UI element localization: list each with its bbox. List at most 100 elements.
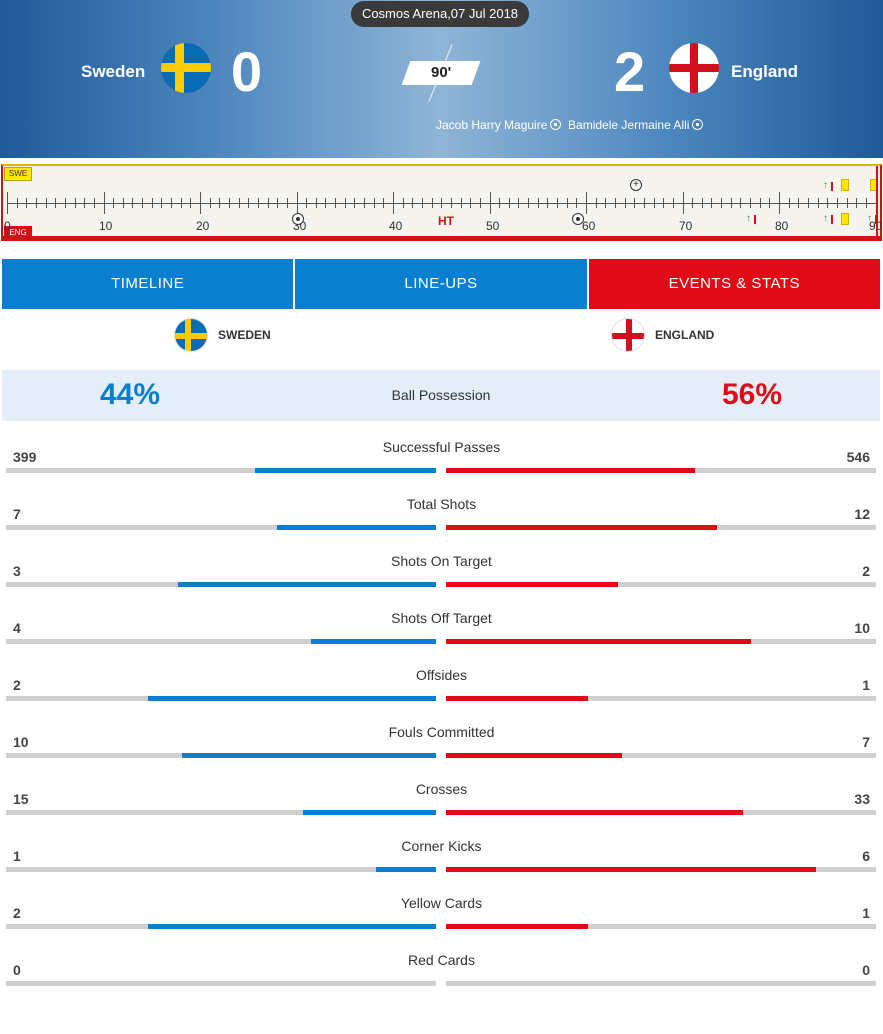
timeline-bottom-bar [3, 236, 880, 239]
stat-away-bar-track [446, 981, 876, 986]
scorer-name[interactable]: Bamidele Jermaine Alli [568, 118, 690, 132]
timeline-major-tick [103, 192, 105, 214]
stat-away-bar [446, 696, 588, 701]
timeline-minor-tick [634, 198, 636, 208]
stat-home-value: 2 [13, 905, 21, 921]
stat-home-value: 399 [13, 449, 37, 465]
timeline-minor-tick [383, 198, 385, 208]
substitution-icon[interactable]: ↑ [823, 180, 833, 192]
home-team-name[interactable]: Sweden [81, 62, 146, 81]
timeline-minor-tick [209, 198, 211, 208]
goal-ball-icon [692, 119, 704, 130]
timeline-minor-tick [721, 198, 723, 208]
timeline-minor-tick [335, 198, 337, 208]
timeline-minor-tick [576, 198, 578, 208]
yellow-card-icon[interactable] [841, 179, 849, 191]
stat-home-bar-track [6, 696, 436, 701]
stat-row: Crosses 15 33 [0, 781, 883, 838]
scorer-name[interactable]: Jacob Harry Maguire [436, 118, 548, 132]
timeline-minor-tick [508, 198, 510, 208]
timeline-minor-tick [113, 198, 115, 208]
stat-label: Yellow Cards [400, 895, 483, 911]
home-possession-value: 44% [100, 378, 161, 411]
timeline-minor-tick [431, 198, 433, 208]
stat-away-value: 546 [846, 449, 870, 465]
stat-away-bar [446, 753, 623, 758]
timeline-minor-tick [470, 198, 472, 208]
timeline-minor-tick [180, 198, 182, 208]
stat-home-bar-track [6, 867, 436, 872]
substitution-icon[interactable]: ↑ [746, 213, 756, 225]
timeline-tick-label: 70 [679, 219, 693, 233]
timeline-major-tick [296, 192, 298, 214]
stat-away-bar-track [446, 696, 876, 701]
stat-away-value: 1 [862, 677, 870, 693]
timeline-minor-tick [711, 198, 713, 208]
timeline-major-tick [682, 192, 684, 214]
match-clock: 90' [401, 61, 481, 85]
stat-row: Successful Passes 399 546 [0, 439, 883, 496]
stat-away-bar-track [446, 525, 876, 530]
timeline-minor-tick [373, 198, 375, 208]
timeline-tick-label: 90 [869, 219, 882, 233]
ball-icon[interactable] [292, 213, 304, 225]
stat-home-bar-track [6, 639, 436, 644]
away-possession-value: 56% [721, 378, 782, 411]
tab-line-ups[interactable]: LINE-UPS [295, 259, 587, 309]
stat-away-bar-track [446, 810, 876, 815]
stat-label: Shots Off Target [391, 610, 492, 626]
timeline-minor-tick [614, 198, 616, 208]
timeline-minor-tick [643, 198, 645, 208]
substitution-icon[interactable]: ↑ [823, 213, 833, 225]
stat-away-bar-track [446, 639, 876, 644]
england-flag-icon [669, 43, 719, 93]
timeline-minor-tick [605, 198, 607, 208]
timeline-minor-tick [692, 198, 694, 208]
timeline-minor-tick [286, 198, 288, 208]
chance-icon[interactable]: + [630, 179, 642, 191]
stat-row: Red Cards 0 0 [0, 952, 883, 1009]
stat-home-bar [311, 639, 436, 644]
away-team-name[interactable]: England [731, 62, 799, 81]
timeline-minor-tick [248, 198, 250, 208]
stat-away-bar [446, 867, 816, 872]
timeline-minor-tick [817, 198, 819, 208]
timeline-minor-tick [45, 198, 47, 208]
stat-home-value: 7 [13, 506, 21, 522]
timeline-minor-tick [624, 198, 626, 208]
timeline-minor-tick [788, 198, 790, 208]
stat-away-value: 0 [862, 962, 870, 978]
timeline-minor-tick [132, 198, 134, 208]
tab-timeline[interactable]: TIMELINE [2, 259, 294, 309]
timeline-minor-tick [759, 198, 761, 208]
stat-label: Successful Passes [382, 439, 501, 455]
timeline-minor-tick [769, 198, 771, 208]
stat-home-bar-track [6, 810, 436, 815]
stat-home-bar [147, 924, 436, 929]
stat-away-value: 6 [862, 848, 870, 864]
stat-label: Offsides [415, 667, 468, 683]
timeline-minor-tick [84, 198, 86, 208]
stat-away-bar [446, 525, 717, 530]
timeline-minor-tick [238, 198, 240, 208]
yellow-card-icon[interactable] [841, 213, 849, 225]
timeline-minor-tick [528, 198, 530, 208]
timeline-major-tick [779, 192, 780, 214]
stat-away-bar-track [446, 753, 876, 758]
stat-home-bar-track [6, 753, 436, 758]
stat-home-value: 3 [13, 563, 21, 579]
timeline-minor-tick [142, 198, 144, 208]
timeline-major-tick [393, 192, 394, 214]
timeline-minor-tick [750, 198, 752, 208]
timeline-major-tick [489, 192, 491, 214]
stat-row: Corner Kicks 1 6 [0, 838, 883, 895]
tab-events-stats[interactable]: EVENTS & STATS [588, 259, 880, 309]
stat-home-value: 15 [13, 791, 29, 807]
stat-home-value: 4 [13, 620, 21, 636]
timeline-minor-tick [836, 198, 838, 208]
stat-home-bar [182, 753, 436, 758]
sweden-flag-icon [174, 318, 208, 352]
timeline-minor-tick [865, 198, 867, 208]
timeline-minor-tick [421, 198, 423, 208]
ball-icon[interactable] [572, 213, 584, 225]
